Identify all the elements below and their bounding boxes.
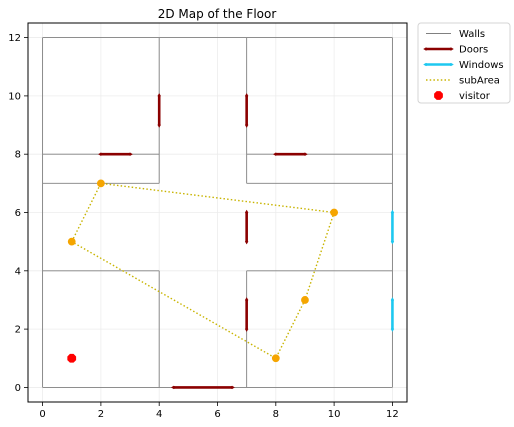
legend-box [417, 22, 511, 104]
legend-label: Walls [459, 29, 485, 40]
x-tick-label: 4 [156, 409, 162, 420]
chart-title: 2D Map of the Floor [158, 7, 277, 21]
door-endpoint [244, 238, 249, 245]
legend-windows-marker [423, 62, 429, 67]
window-endpoint [390, 326, 395, 332]
legend-doors-marker [448, 47, 454, 51]
door-endpoint [244, 297, 249, 303]
x-tick-label: 6 [214, 409, 220, 420]
x-tick-label: 10 [328, 409, 341, 420]
subarea-series [67, 179, 339, 363]
subarea-point [301, 296, 309, 304]
legend-label: Windows [459, 60, 504, 71]
y-tick-label: 12 [8, 33, 21, 44]
legend: Walls Doors Windows subArea visitor [417, 22, 511, 104]
x-tick-label: 2 [98, 409, 104, 420]
door-endpoint [157, 122, 161, 128]
legend-label: subArea [459, 76, 500, 87]
legend-label: visitor [459, 91, 491, 102]
door-endpoint [229, 385, 235, 390]
door-endpoint [98, 152, 104, 156]
legend-doors-marker [423, 47, 429, 51]
legend-windows-marker [448, 62, 454, 67]
window-endpoint [390, 209, 395, 216]
grid [28, 23, 407, 402]
x-tick-label: 8 [273, 409, 279, 420]
door-endpoint [157, 93, 161, 99]
y-tick-label: 4 [15, 266, 21, 277]
y-tick-label: 8 [15, 150, 21, 161]
y-tick-label: 0 [15, 383, 21, 394]
y-tick-label: 10 [8, 91, 21, 102]
subarea-point [67, 237, 76, 246]
x-tick-label: 12 [386, 409, 399, 420]
subarea-point [96, 179, 105, 188]
window-endpoint [390, 297, 395, 303]
door-endpoint [244, 326, 249, 332]
door-endpoint [244, 209, 249, 216]
subarea-point [271, 354, 280, 363]
visitor-point [67, 353, 77, 363]
y-tick-label: 6 [15, 208, 21, 219]
subarea-line [71, 182, 336, 360]
door-endpoint [127, 152, 133, 156]
door-endpoint [244, 122, 249, 128]
axis-ticks: 0 2 4 6 8 10 12 0 2 4 6 8 10 12 [8, 33, 399, 420]
y-tick-label: 2 [15, 325, 21, 336]
plot-area [42, 37, 395, 390]
window-endpoint [390, 238, 395, 245]
doors-series [98, 93, 308, 390]
legend-visitor-swatch [434, 91, 443, 100]
legend-label: Doors [459, 45, 488, 56]
x-tick-label: 0 [39, 409, 45, 420]
windows-series [390, 209, 395, 332]
door-endpoint [244, 93, 249, 99]
subarea-point [330, 208, 339, 217]
visitor-series [67, 353, 77, 363]
door-endpoint [170, 385, 177, 390]
door-endpoint [302, 152, 308, 156]
door-endpoint [273, 152, 279, 156]
